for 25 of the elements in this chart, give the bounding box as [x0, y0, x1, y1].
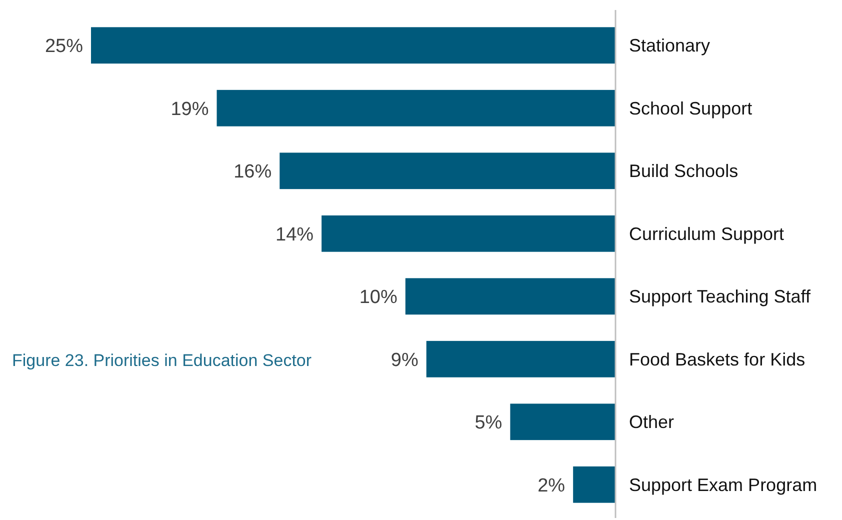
data-label: 14% — [276, 224, 314, 246]
data-label: 25% — [44, 36, 84, 58]
bar — [426, 340, 615, 378]
y-tick-label: Stationary — [629, 36, 710, 56]
bar — [280, 152, 615, 190]
bar — [510, 404, 615, 440]
data-label: 5% — [474, 412, 502, 434]
bar — [405, 278, 615, 315]
y-tick-label: Curriculum Support — [629, 224, 784, 244]
bar — [216, 90, 615, 126]
data-label: 2% — [538, 475, 566, 496]
bar — [322, 215, 615, 252]
text: Figure 23. Priorities in Education Sector — [12, 351, 312, 370]
y-tick-label: Support Teaching Staff — [629, 286, 812, 307]
y-tick-label: Food Baskets for Kids — [629, 349, 806, 370]
y-tick-label: Build Schools — [629, 161, 738, 182]
y-tick-label: School Support — [629, 98, 752, 118]
y-tick-label: Support Exam Program — [629, 474, 818, 495]
bar — [573, 466, 615, 503]
y-tick-label: Other — [629, 412, 674, 432]
data-label: 19% — [170, 98, 209, 120]
data-label: 10% — [359, 287, 398, 308]
data-label: 9% — [390, 350, 418, 371]
data-label: 16% — [234, 162, 272, 183]
bar — [91, 27, 615, 64]
